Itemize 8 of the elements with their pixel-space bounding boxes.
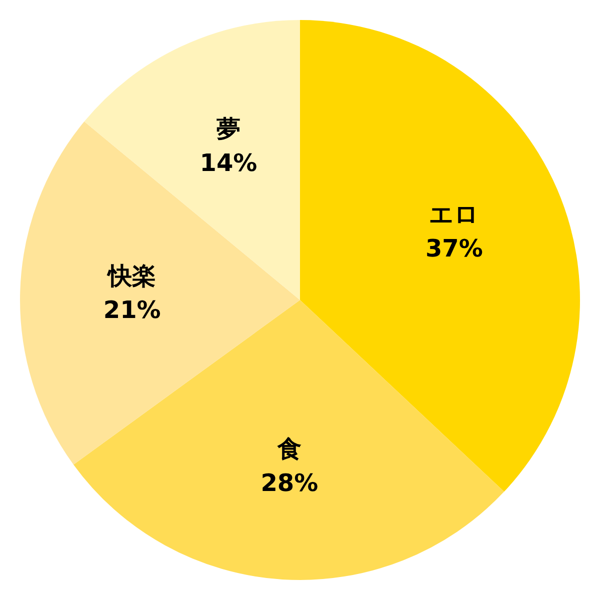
slice-label: 快楽 — [106, 262, 156, 290]
slice-label: 食 — [276, 434, 302, 463]
data-label: 37% — [425, 234, 483, 263]
slice-label: エロ — [429, 200, 480, 229]
data-label: 28% — [260, 468, 318, 497]
data-label: 21% — [103, 296, 161, 324]
data-label: 14% — [200, 149, 258, 178]
slice-label: 夢 — [216, 115, 240, 144]
